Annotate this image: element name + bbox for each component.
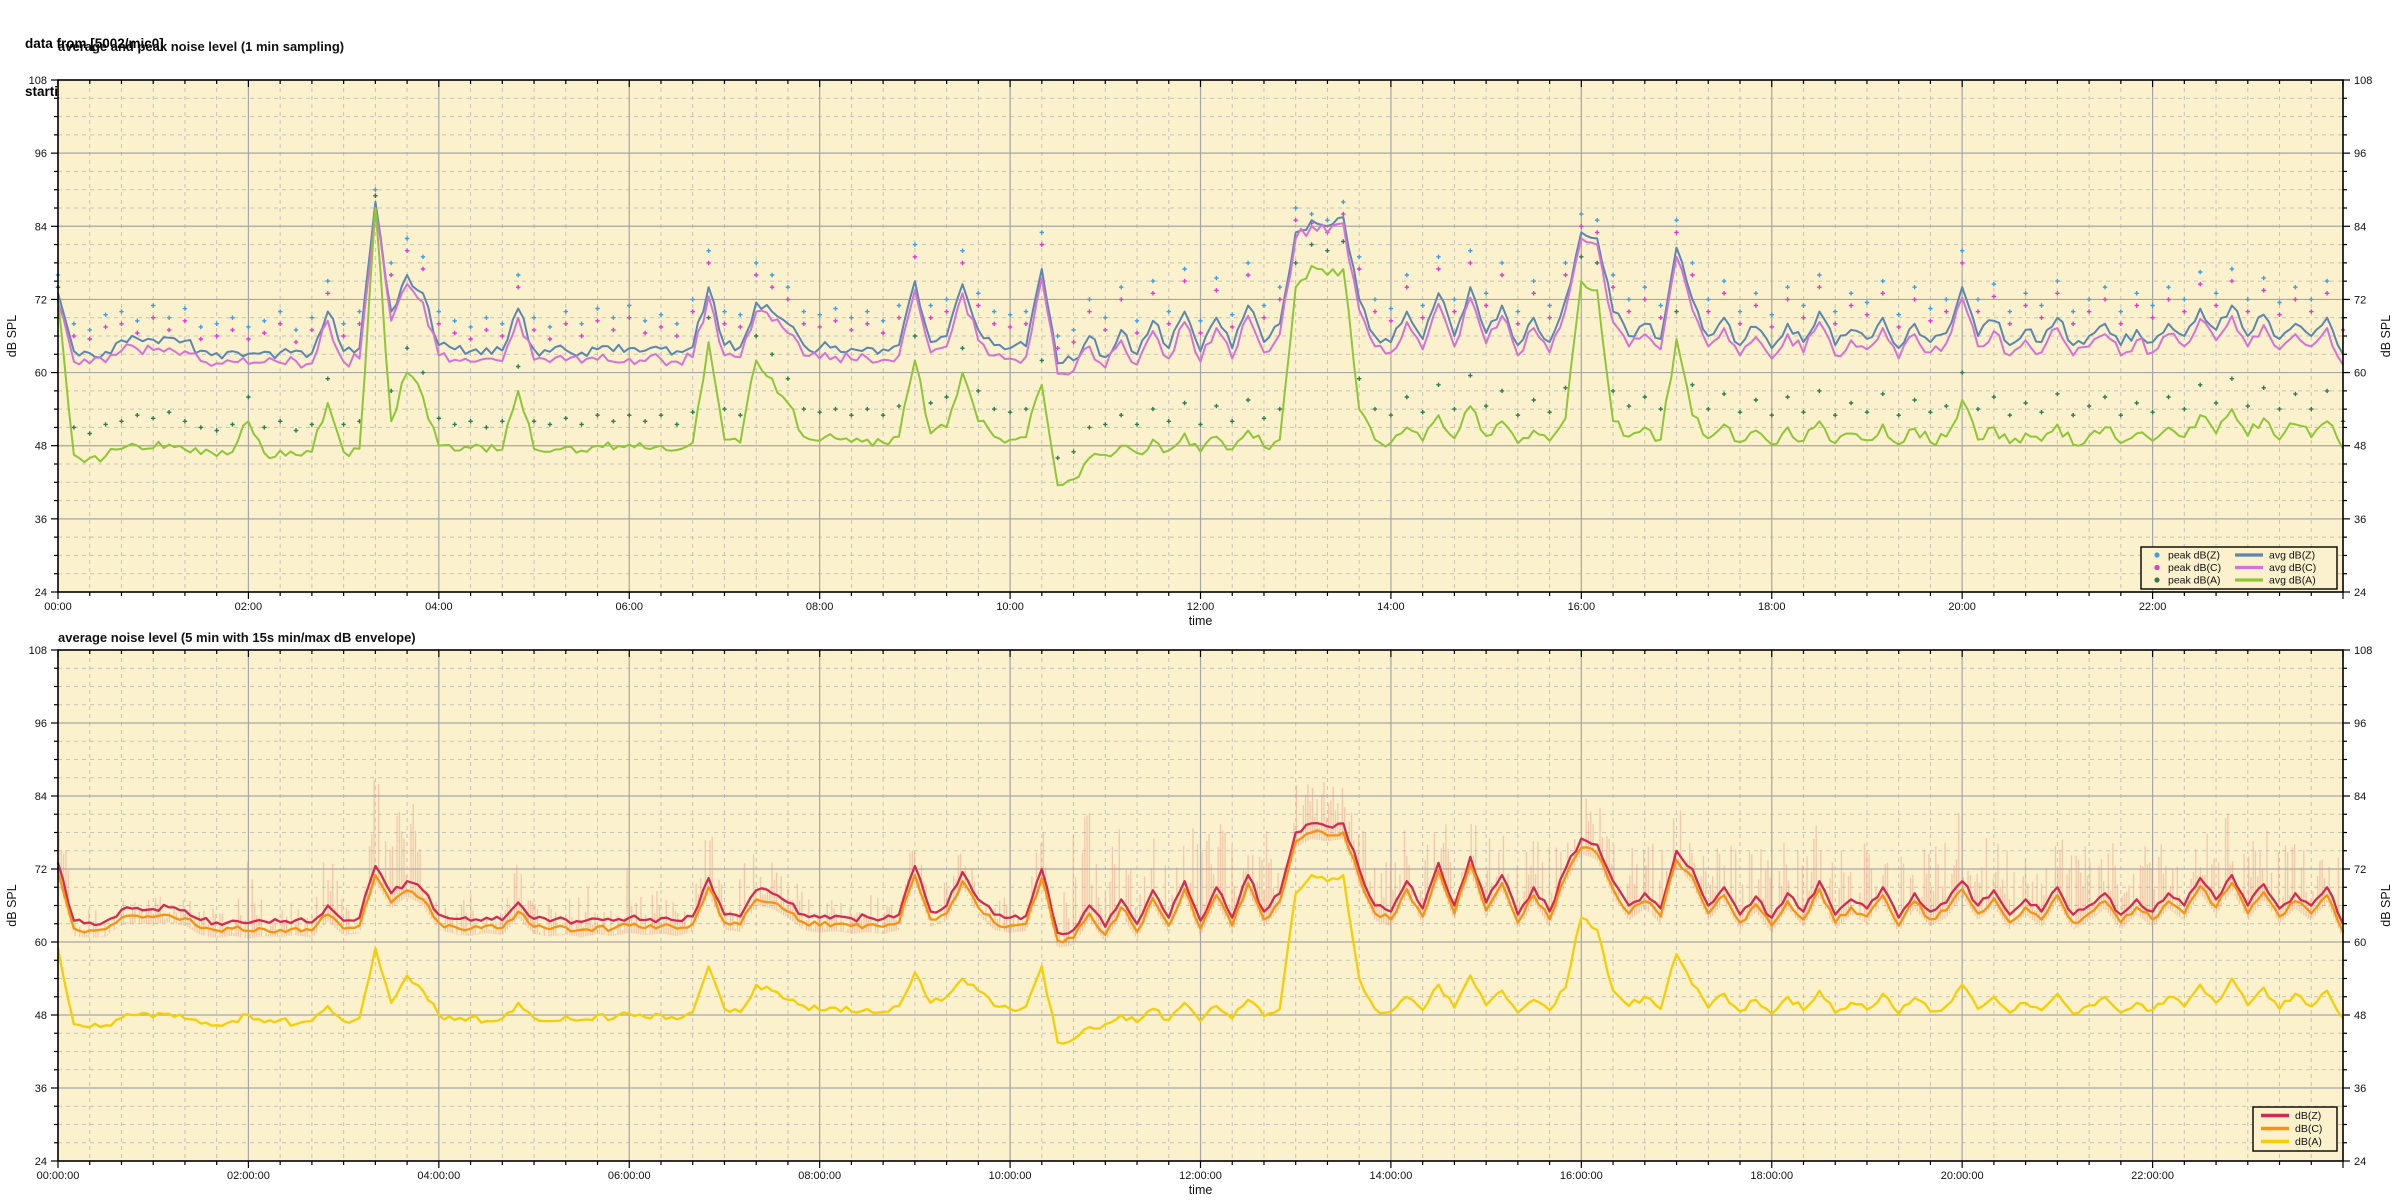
y-tick-label-left: 96	[35, 718, 47, 730]
y-tick-label-left: 24	[35, 587, 47, 599]
y-tick-label-left: 60	[35, 368, 47, 380]
y-tick-label-right: 36	[2354, 1083, 2366, 1095]
y-tick-label-left: 108	[29, 75, 47, 87]
y-axis-label-right: dB SPL	[2379, 315, 2393, 357]
legend-label-db-z: dB(Z)	[2295, 1110, 2321, 1122]
y-tick-label-left: 96	[35, 148, 47, 160]
x-tick-label: 06:00	[615, 601, 643, 613]
axis-ticks	[51, 79, 2350, 599]
legend-marker-peak-db-a	[2154, 577, 2160, 583]
x-tick-label: 16:00	[1568, 601, 1596, 613]
legend-label-peak-db-c: peak dB(C)	[2168, 562, 2221, 574]
legend-label-db-c: dB(C)	[2295, 1123, 2322, 1135]
chart-title: average noise level (5 min with 15s min/…	[58, 630, 416, 645]
y-tick-label-right: 60	[2354, 368, 2366, 380]
series-avg-db-a	[57, 207, 2344, 487]
x-tick-label: 06:00:00	[608, 1170, 651, 1182]
legend-label-peak-db-a: peak dB(A)	[2168, 575, 2221, 587]
x-tick-label: 14:00	[1377, 601, 1405, 613]
axis-labels: 00:00 02:00 04:00 06:00 08:00 10:00 12:00 14:00…	[29, 75, 2373, 613]
y-tick-label-right: 24	[2354, 1156, 2366, 1168]
legend-marker-peak-db-z	[2154, 552, 2160, 558]
y-tick-label-right: 96	[2354, 718, 2366, 730]
x-tick-label: 00:00:00	[37, 1170, 80, 1182]
legend-label-avg-db-z: avg dB(Z)	[2269, 550, 2315, 562]
y-axis-label-left: dB SPL	[5, 315, 19, 357]
y-tick-label-right: 72	[2354, 294, 2366, 306]
legend-label-avg-db-a: avg dB(A)	[2269, 575, 2316, 587]
axis-ticks	[51, 649, 2350, 1168]
y-tick-label-left: 24	[35, 1156, 47, 1168]
y-tick-label-right: 24	[2354, 587, 2366, 599]
x-tick-label: 20:00	[1948, 601, 1976, 613]
chart-bottom: 00:00:00 02:00:00 04:00:00 06:00:00 08:00:00…	[5, 630, 2393, 1197]
y-tick-label-left: 84	[35, 791, 47, 803]
y-axis-label-right: dB SPL	[2379, 884, 2393, 926]
y-tick-label-right: 36	[2354, 514, 2366, 526]
x-tick-label: 02:00:00	[227, 1170, 270, 1182]
x-tick-label: 08:00	[806, 601, 834, 613]
y-tick-label-left: 72	[35, 294, 47, 306]
y-tick-label-left: 72	[35, 864, 47, 876]
x-tick-label: 16:00:00	[1560, 1170, 1603, 1182]
x-tick-label: 12:00:00	[1179, 1170, 1222, 1182]
x-axis-label: time	[1189, 1183, 1213, 1197]
y-tick-label-right: 84	[2354, 221, 2366, 233]
x-tick-label: 14:00:00	[1370, 1170, 1413, 1182]
y-tick-label-left: 36	[35, 514, 47, 526]
axis-labels: 00:00:00 02:00:00 04:00:00 06:00:00 08:00:00…	[29, 645, 2373, 1182]
series-avg-db-z	[57, 200, 2344, 365]
x-tick-label: 10:00	[996, 601, 1024, 613]
y-tick-label-right: 60	[2354, 937, 2366, 949]
x-tick-label: 18:00	[1758, 601, 1786, 613]
chart-top: 00:00 02:00 04:00 06:00 08:00 10:00 12:00 14:00…	[5, 39, 2393, 628]
series-avg-db-c	[57, 207, 2344, 376]
y-tick-label-right: 48	[2354, 441, 2366, 453]
series-db-c	[56, 829, 2345, 944]
legend-label-db-a: dB(A)	[2295, 1136, 2322, 1148]
legend-marker-peak-db-c	[2154, 564, 2160, 571]
y-tick-label-right: 96	[2354, 148, 2366, 160]
x-tick-label: 10:00:00	[989, 1170, 1032, 1182]
y-axis-label-left: dB SPL	[5, 884, 19, 926]
y-tick-label-left: 60	[35, 937, 47, 949]
x-tick-label: 22:00	[2139, 601, 2167, 613]
chart-title: average and peak noise level (1 min samp…	[58, 39, 344, 54]
y-tick-label-right: 72	[2354, 864, 2366, 876]
x-tick-label: 20:00:00	[1941, 1170, 1984, 1182]
legend: dB(Z)dB(C)dB(A)	[2252, 1106, 2338, 1152]
series-db-z	[56, 821, 2345, 936]
y-tick-label-left: 48	[35, 441, 47, 453]
y-tick-label-left: 108	[29, 645, 47, 657]
x-tick-label: 22:00:00	[2131, 1170, 2174, 1182]
series-db-a	[56, 873, 2345, 1045]
legend-label-avg-db-c: avg dB(C)	[2269, 562, 2316, 574]
y-tick-label-left: 48	[35, 1010, 47, 1022]
x-tick-label: 08:00:00	[798, 1170, 841, 1182]
legend-label-peak-db-z: peak dB(Z)	[2168, 550, 2220, 562]
y-tick-label-left: 36	[35, 1083, 47, 1095]
x-tick-label: 04:00:00	[417, 1170, 460, 1182]
y-tick-label-left: 84	[35, 221, 47, 233]
x-tick-label: 18:00:00	[1750, 1170, 1793, 1182]
legend: peak dB(Z)peak dB(C)peak dB(A)avg dB(Z)a…	[2140, 546, 2338, 590]
x-tick-label: 12:00	[1187, 601, 1215, 613]
header-line-1: data from [5002/mic0]	[25, 36, 164, 51]
y-tick-label-right: 48	[2354, 1010, 2366, 1022]
y-tick-label-right: 108	[2354, 645, 2372, 657]
x-tick-label: 00:00	[44, 601, 72, 613]
x-tick-label: 02:00	[235, 601, 263, 613]
x-tick-label: 04:00	[425, 601, 453, 613]
x-axis-label: time	[1189, 614, 1213, 628]
y-tick-label-right: 108	[2354, 75, 2372, 87]
y-tick-label-right: 84	[2354, 791, 2366, 803]
